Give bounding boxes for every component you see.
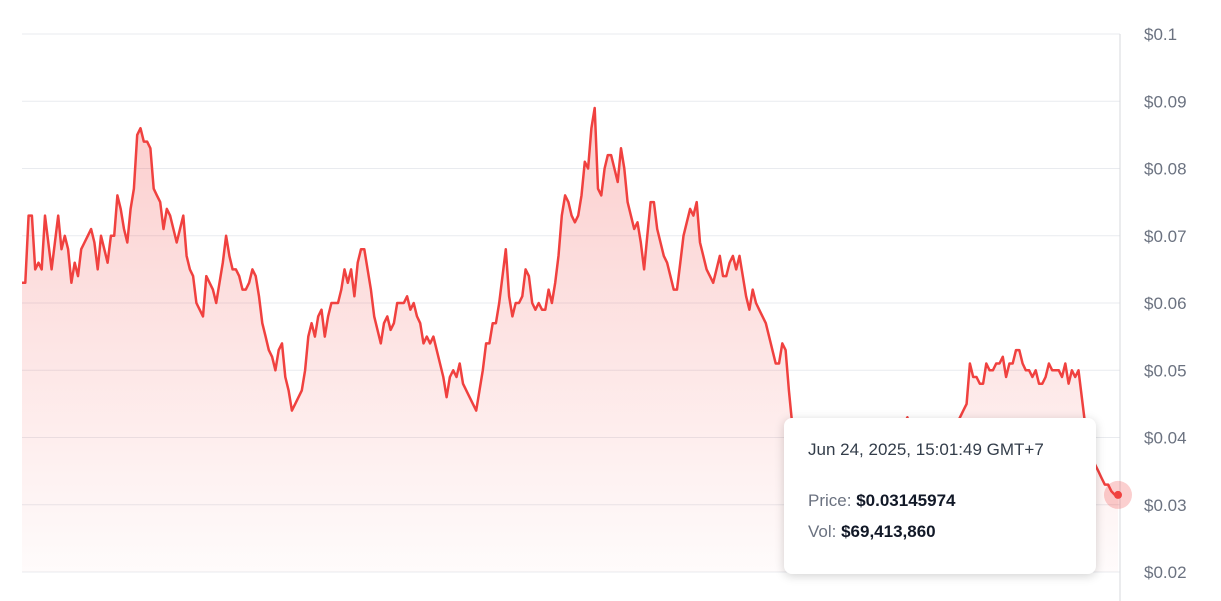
tooltip-date: Jun 24, 2025, 15:01:49 GMT+7 <box>808 440 1044 459</box>
y-tick-label: $0.04 <box>1144 429 1187 448</box>
tooltip-price-row: Price: $0.03145974 <box>808 491 1072 511</box>
y-tick-label: $0.02 <box>1144 563 1187 582</box>
hover-point[interactable] <box>1114 490 1122 499</box>
y-tick-label: $0.08 <box>1144 160 1187 179</box>
y-tick-label: $0.03 <box>1144 496 1187 515</box>
y-tick-label: $0.09 <box>1144 92 1187 111</box>
tooltip-vol-row: Vol: $69,413,860 <box>808 522 1072 542</box>
price-tooltip: Jun 24, 2025, 15:01:49 GMT+7 Price: $0.0… <box>784 418 1096 574</box>
tooltip-vol-label: Vol: <box>808 522 837 541</box>
y-tick-label: $0.06 <box>1144 294 1187 313</box>
y-tick-label: $0.07 <box>1144 227 1187 246</box>
tooltip-vol-value: $69,413,860 <box>841 522 936 541</box>
tooltip-price-value: $0.03145974 <box>856 491 956 510</box>
price-area-fill <box>22 108 1118 572</box>
y-tick-label: $0.05 <box>1144 361 1187 380</box>
y-tick-label: $0.1 <box>1144 25 1177 44</box>
tooltip-price-label: Price: <box>808 491 852 510</box>
y-axis-ticks: $0.1 $0.09 $0.08 $0.07 $0.06 $0.05 $0.04 $0.03 $… <box>1144 25 1187 582</box>
